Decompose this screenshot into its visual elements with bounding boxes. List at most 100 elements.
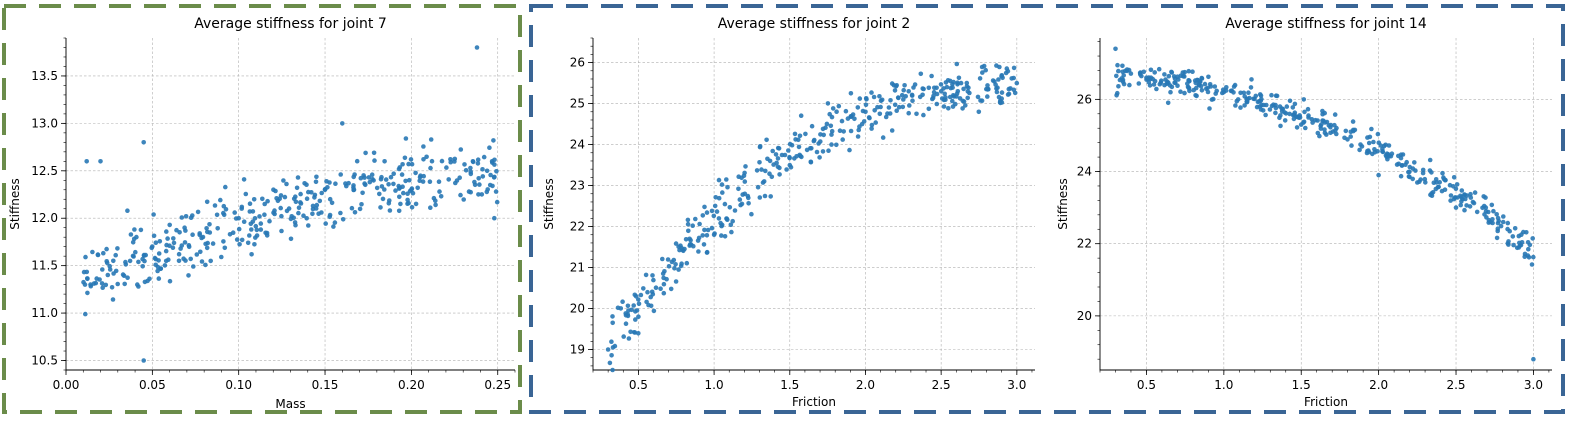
scatter-point (125, 275, 130, 281)
scatter-point (396, 186, 402, 191)
scatter-point (421, 157, 426, 162)
scatter-point (856, 127, 861, 133)
y-tick-label: 22 (1077, 237, 1092, 251)
scatter-point (271, 210, 276, 215)
scatter-point (420, 179, 426, 184)
scatter-point (719, 182, 725, 187)
scatter-point (716, 216, 722, 221)
scatter-point (755, 184, 761, 190)
scatter-point (650, 292, 656, 297)
scatter-point (907, 103, 912, 108)
scatter-point (792, 156, 797, 161)
scatter-point (693, 216, 698, 222)
scatter-point (474, 45, 480, 50)
scatter-point (1412, 160, 1417, 165)
scatter-point (999, 90, 1005, 95)
scatter-point (304, 182, 309, 187)
scatter-point (204, 245, 210, 251)
scatter-point (797, 133, 803, 139)
scatter-point (428, 137, 434, 142)
scatter-point (955, 80, 960, 85)
y-tick-label: 24 (1077, 165, 1092, 179)
scatter-point (399, 172, 405, 177)
scatter-point (1441, 175, 1446, 180)
scatter-point (633, 309, 638, 314)
scatter-point (141, 358, 146, 363)
scatter-point (1315, 118, 1320, 123)
scatter-point (824, 121, 830, 127)
scatter-point (1474, 209, 1480, 215)
scatter-point (1116, 68, 1121, 74)
scatter-point (406, 161, 411, 167)
scatter-point (691, 243, 696, 249)
scatter-point (953, 101, 958, 107)
scatter-point (1277, 115, 1282, 121)
scatter-point (1269, 103, 1275, 109)
scatter-point (491, 138, 496, 143)
scatter-point (1320, 118, 1325, 123)
scatter-point (186, 243, 192, 248)
scatter-point (1511, 242, 1516, 248)
scatter-point (183, 214, 189, 219)
y-tick-label: 13.0 (31, 116, 58, 130)
scatter-point (141, 252, 147, 258)
scatter-point (258, 227, 264, 232)
scatter-point (742, 179, 748, 184)
scatter-point (380, 196, 386, 202)
y-tick-label: 12.0 (31, 211, 58, 225)
scatter-point (136, 259, 141, 265)
scatter-point (1136, 81, 1142, 86)
scatter-point (712, 203, 718, 209)
scatter-point (1257, 92, 1263, 97)
scatter-point (1302, 109, 1307, 115)
scatter-point (1324, 132, 1329, 137)
scatter-point (247, 233, 252, 238)
scatter-point (351, 183, 356, 188)
scatter-point (199, 259, 205, 264)
scatter-point (484, 168, 490, 174)
scatter-point (1144, 75, 1149, 80)
scatter-point (687, 243, 692, 248)
scatter-point (382, 187, 387, 192)
scatter-point (204, 226, 209, 231)
scatter-point (487, 145, 492, 150)
scatter-point (99, 281, 105, 286)
scatter-point (288, 216, 294, 222)
y-tick-label: 24 (570, 138, 585, 152)
scatter-point (1369, 126, 1374, 132)
scatter-point (1224, 85, 1229, 90)
scatter-point (177, 230, 182, 235)
scatter-point (643, 272, 649, 278)
scatter-point (945, 78, 951, 83)
scatter-point (1531, 254, 1536, 260)
scatter-point (323, 221, 329, 226)
scatter-point (203, 241, 208, 247)
scatter-point (190, 232, 195, 237)
y-tick-label: 20 (1077, 309, 1092, 323)
scatter-point (942, 91, 947, 97)
scatter-point (183, 228, 188, 233)
scatter-point (676, 267, 681, 272)
scatter-point (633, 317, 638, 322)
scatter-point (151, 212, 156, 217)
scatter-point (352, 210, 358, 215)
scatter-point (716, 195, 722, 201)
scatter-point (775, 164, 781, 170)
scatter-point (219, 254, 224, 260)
scatter-point (388, 174, 394, 180)
x-tick-label: 1.0 (705, 378, 724, 392)
scatter-point (207, 222, 212, 227)
scatter-point (349, 205, 355, 211)
x-tick-label: 1.5 (780, 378, 799, 392)
scatter-point (773, 152, 779, 157)
chart-joint2: Average stiffness for joint 2 Friction S… (542, 16, 1035, 409)
scatter-point (1459, 199, 1464, 204)
x-tick-label: 0.5 (1137, 378, 1156, 392)
scatter-point (1334, 131, 1339, 137)
scatter-point (709, 225, 715, 231)
scatter-point (848, 114, 854, 119)
scatter-point (981, 63, 987, 69)
scatter-point (901, 97, 906, 102)
x-tick-label: 0.20 (398, 378, 425, 392)
scatter-point (746, 195, 751, 201)
